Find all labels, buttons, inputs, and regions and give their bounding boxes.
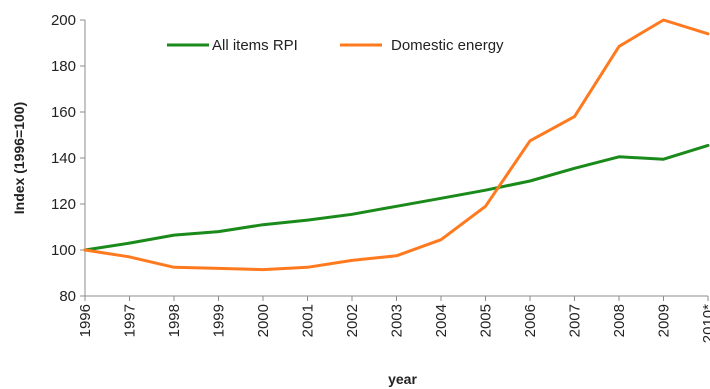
x-tick-label: 2008	[611, 304, 628, 337]
x-tick-label: 2000	[255, 304, 272, 337]
x-tick-label: 1998	[166, 304, 183, 337]
legend-label: All items RPI	[212, 37, 298, 54]
legend-item: All items RPI	[167, 37, 298, 54]
y-tick-label: 180	[51, 58, 76, 75]
y-tick-label: 120	[51, 196, 76, 213]
y-axis-title-group: Index (1996=100)	[11, 102, 27, 214]
x-axis-title: year	[388, 371, 417, 387]
x-tick-label: 1997	[122, 304, 139, 337]
x-tick-label: 2010*	[700, 304, 710, 343]
y-tick-label: 100	[51, 242, 76, 259]
y-tick-label: 160	[51, 104, 76, 121]
series-line-all-items-rpi	[83, 143, 710, 252]
axes	[80, 19, 709, 301]
x-tick-label: 2003	[389, 304, 406, 337]
y-tick-label: 80	[59, 288, 76, 305]
y-tick-label: 140	[51, 150, 76, 167]
x-tick-label: 2009	[656, 304, 673, 337]
y-tick-label: 200	[51, 12, 76, 29]
x-tick-label: 2006	[522, 304, 539, 337]
tick-labels: 80 100 120 140 160 180 200 1996 1997 1998 1999 2000…	[51, 12, 710, 343]
legend-item: Domestic energy	[340, 37, 504, 54]
x-tick-label: 2004	[433, 304, 450, 337]
x-tick-label: 1999	[211, 304, 228, 337]
y-axis-title: Index (1996=100)	[11, 102, 27, 214]
x-tick-label: 2005	[478, 304, 495, 337]
x-tick-label: 2007	[567, 304, 584, 337]
series-lines	[83, 18, 710, 272]
x-tick-label: 1996	[77, 304, 94, 337]
legend-label: Domestic energy	[391, 37, 504, 54]
legend: All items RPI Domestic energy	[167, 37, 504, 54]
x-tick-label: 2002	[344, 304, 361, 337]
x-tick-label: 2001	[300, 304, 317, 337]
series-line-domestic-energy	[83, 18, 710, 272]
